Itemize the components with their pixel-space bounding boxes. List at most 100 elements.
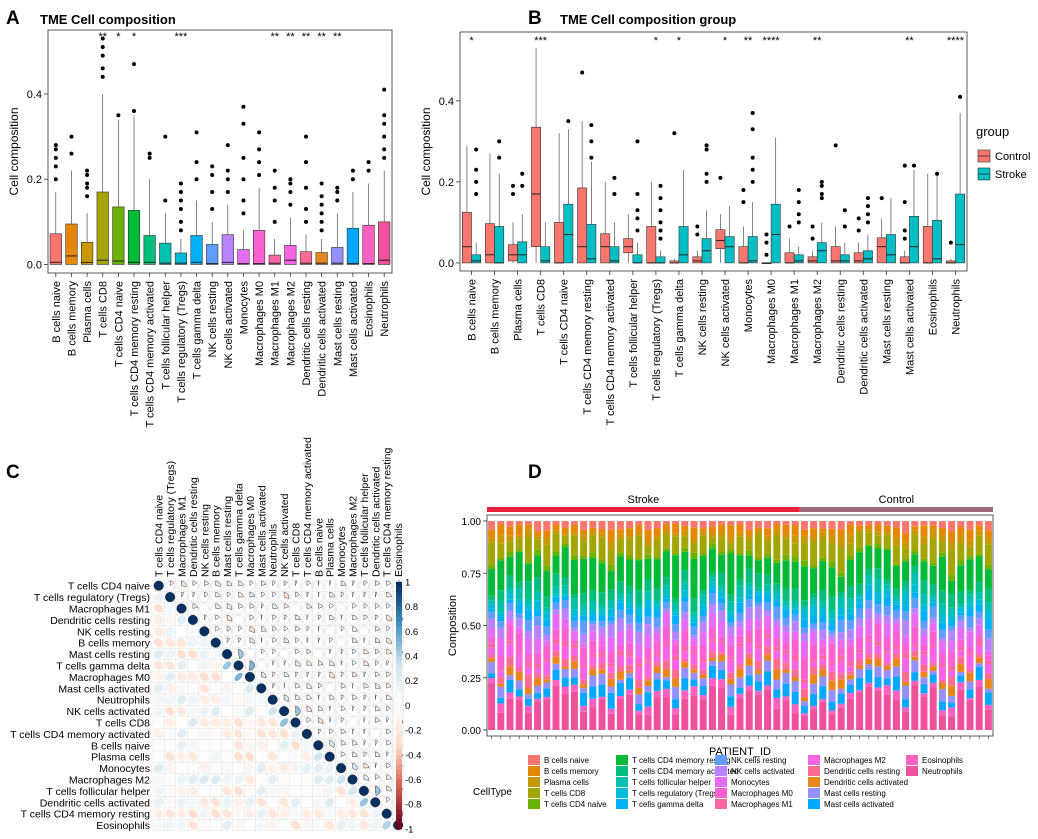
panel-a-xtick-label: Mast cells activated	[348, 281, 360, 377]
panel-c-ellipse	[244, 740, 255, 751]
panel-d-segment	[488, 595, 496, 601]
panel-c-diagonal-mark	[290, 717, 301, 728]
panel-d-segment	[791, 677, 799, 682]
panel-d-segment	[506, 698, 514, 730]
panel-c-cell	[198, 602, 211, 615]
panel-d-segment	[718, 641, 726, 644]
panel-c-ellipse	[267, 740, 278, 751]
panel-d-segment	[690, 672, 698, 680]
panel-c-pie	[261, 614, 263, 620]
panel-d-segment	[589, 669, 597, 676]
panel-d-segment	[957, 675, 965, 683]
panel-c-pie	[386, 660, 390, 666]
panel-c-ellipse	[188, 809, 198, 819]
panel-c-ellipse	[165, 683, 175, 694]
panel-d-segment	[653, 679, 661, 691]
panel-b-control-1-box	[485, 223, 495, 264]
panel-d-segment	[515, 551, 523, 582]
panel-c-ellipse	[233, 740, 244, 750]
panel-c-ellipse	[222, 774, 232, 785]
panel-d-segment	[764, 557, 772, 575]
panel-d-segment	[874, 677, 882, 688]
panel-d-segment	[616, 682, 624, 696]
panel-a-xtick-label: T cells CD8	[98, 281, 110, 338]
panel-d-segment	[607, 616, 615, 621]
panel-d-segment	[736, 669, 744, 678]
panel-d-segment	[708, 678, 716, 686]
panel-c-colorbar-segment	[396, 606, 402, 613]
panel-d-segment	[580, 615, 588, 621]
panel-d-segment	[561, 596, 569, 601]
panel-d-segment	[929, 682, 937, 688]
panel-d-segment	[589, 707, 597, 730]
panel-c-ellipse	[188, 774, 198, 785]
panel-d-segment	[524, 630, 532, 639]
panel-d-segment	[570, 631, 578, 641]
panel-b-stroke-17-outlier	[865, 220, 870, 225]
panel-d-segment	[773, 559, 781, 563]
panel-c-ellipse	[222, 717, 232, 728]
panel-b-control-9-outlier	[672, 131, 677, 136]
panel-d-segment	[570, 647, 578, 656]
panel-d-segment	[690, 612, 698, 619]
panel-d-segment	[856, 525, 864, 530]
panel-d-segment	[718, 597, 726, 604]
panel-d-segment	[874, 645, 882, 654]
panel-d-segment	[865, 591, 873, 601]
panel-d-segment	[497, 590, 505, 602]
panel-b-xtick-label: T cells CD4 naive	[559, 279, 571, 365]
panel-d-segment	[856, 659, 864, 666]
panel-d-segment	[800, 560, 808, 567]
panel-d-segment	[524, 605, 532, 610]
panel-c-colorbar-segment	[396, 700, 402, 706]
panel-d-segment	[856, 547, 864, 553]
panel-d-segment	[736, 677, 744, 688]
panel-d-segment	[626, 677, 634, 690]
panel-a-xtick-label: NK cells resting	[207, 281, 219, 357]
panel-c-ellipse	[233, 729, 244, 739]
panel-d-segment	[534, 693, 542, 699]
panel-c-pie	[363, 637, 366, 643]
panel-d-segment	[626, 623, 634, 630]
panel-d-segment	[718, 643, 726, 653]
panel-c-pie	[318, 706, 324, 712]
panel-d-segment	[718, 554, 726, 573]
panel-d-segment	[653, 528, 661, 537]
panel-d-segment	[856, 597, 864, 604]
panel-a-box-13-outlier	[257, 160, 262, 165]
panel-d-segment	[534, 685, 542, 694]
panel-c-ellipse	[154, 649, 164, 659]
panel-c-ellipse	[325, 774, 335, 785]
panel-d-segment	[708, 589, 716, 594]
panel-d-segment	[902, 699, 910, 708]
panel-d-segment	[957, 560, 965, 566]
panel-b-legend-title: group	[976, 124, 1009, 139]
panel-c-ellipse	[222, 763, 233, 774]
panel-c-colorbar-segment	[396, 586, 402, 593]
panel-c-ellipse	[256, 717, 267, 728]
panel-d-segment	[957, 535, 965, 544]
panel-d-segment	[690, 664, 698, 670]
panel-d-segment	[736, 521, 744, 525]
panel-d-segment	[984, 709, 992, 730]
panel-d-segment	[892, 601, 900, 605]
panel-d-segment	[856, 665, 864, 669]
panel-c-pie	[318, 626, 320, 632]
panel-b-stroke-21-outlier	[958, 94, 963, 99]
panel-d-segment	[589, 653, 597, 658]
panel-d-legend-label: Dendritic cells activated	[824, 778, 908, 787]
panel-d-segment	[635, 694, 643, 705]
panel-d-segment	[837, 547, 845, 573]
panel-d-legend-label: Neutrophils	[922, 767, 962, 776]
panel-b-stroke-5-outlier	[589, 123, 594, 128]
panel-d-segment	[966, 681, 974, 690]
panel-d-segment	[736, 620, 744, 628]
panel-d-segment	[984, 537, 992, 545]
panel-d-segment	[598, 645, 606, 653]
panel-d-segment	[892, 699, 900, 730]
panel-d-segment	[929, 525, 937, 530]
panel-d-segment	[929, 598, 937, 603]
panel-c-ellipse	[221, 740, 233, 751]
panel-d-segment	[681, 581, 689, 591]
panel-d-segment	[598, 684, 606, 697]
